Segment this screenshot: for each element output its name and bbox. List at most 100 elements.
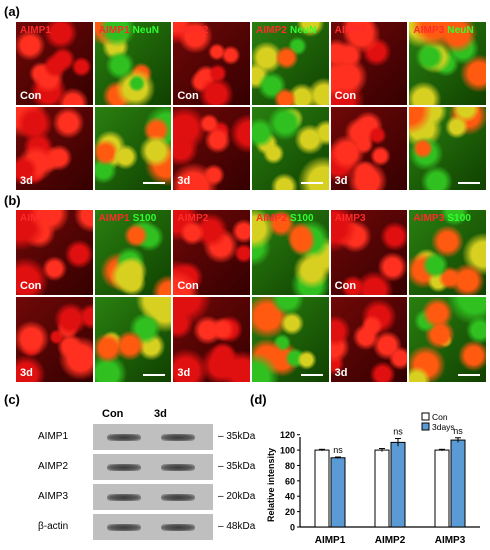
channel-label: AIMP2 NeuN <box>256 25 316 36</box>
y-tick-label: 40 <box>285 492 295 502</box>
blot-band <box>107 464 141 471</box>
panel-a-micrograph-aimp1-merge-con: AIMP1 NeuN <box>94 22 172 105</box>
blot-band <box>161 524 195 531</box>
channel-label: AIMP1 <box>20 25 51 36</box>
bar-3days-aimp1 <box>330 457 346 528</box>
condition-label: Con <box>177 90 199 102</box>
blot-band <box>161 494 195 501</box>
y-axis-label: Relative intensity <box>266 448 276 522</box>
panel-b-micrograph-aimp3-merge-3d <box>409 297 486 382</box>
channel-label: AIMP1 <box>20 213 51 224</box>
panel-label-b: (b) <box>4 193 21 208</box>
condition-label: 3d <box>177 367 191 379</box>
legend-swatch <box>421 422 430 431</box>
blot-band <box>107 494 141 501</box>
panel-a-micrograph-aimp3-single-con: AIMP3 Con <box>330 22 408 105</box>
blot-band <box>161 464 195 471</box>
marker-dash: – <box>218 491 227 502</box>
legend-label: 3days <box>432 422 455 432</box>
y-tick-label: 0 <box>290 523 295 533</box>
panel-b-micrograph-grid: AIMP1 Con AIMP1 S100 AIMP2 Con AIMP2 S100 AIMP… <box>16 210 486 382</box>
legend-label: Con <box>432 412 448 422</box>
western-blot-panel: Con 3d AIMP1 – 35kDa AIMP2 – 35kDa AIMP3 – 20… <box>38 408 255 548</box>
panel-b-micrograph-aimp2-single-3d: 3d <box>173 297 250 382</box>
channel-label: AIMP1 S100 <box>99 213 157 224</box>
relative-intensity-bar-chart: 0 20 40 60 80 100 120 Relative intensity ns AIMP1… <box>266 412 480 546</box>
y-tick-label: 60 <box>285 476 295 486</box>
blot-row: AIMP2 – 35kDa <box>38 454 255 480</box>
panel-a-micrograph-aimp2-merge-con: AIMP2 NeuN <box>251 22 329 105</box>
blot-strip <box>93 424 213 450</box>
panel-label-c: (c) <box>4 392 20 407</box>
marker-dash: – <box>218 461 227 472</box>
marker-size: 20kDa <box>226 491 256 502</box>
scale-bar <box>143 182 166 184</box>
significance-label: ns <box>333 445 343 455</box>
blot-protein-label: AIMP3 <box>38 491 69 502</box>
channel-label: AIMP2 <box>177 213 208 224</box>
blot-band <box>161 434 195 441</box>
molecular-weight-marker: – 48kDa <box>218 521 255 532</box>
panel-a-micrograph-aimp2-single-3d: 3d <box>173 107 250 190</box>
marker-label: AIMP1 <box>98 213 130 224</box>
condition-label: Con <box>20 90 42 102</box>
panel-b-micrograph-aimp2-merge-3d <box>251 297 329 382</box>
marker-label: AIMP2 <box>177 25 209 36</box>
panel-b-micrograph-aimp2-single-con: AIMP2 Con <box>173 210 250 295</box>
blot-protein-label: β-actin <box>38 521 69 532</box>
channel-label: AIMP3 <box>335 213 366 224</box>
blot-strip <box>93 454 213 480</box>
channel-label: AIMP3 NeuN <box>413 25 473 36</box>
panel-b-micrograph-aimp1-single-con: AIMP1 Con <box>16 210 93 295</box>
panel-a-micrograph-aimp3-merge-con: AIMP3 NeuN <box>409 22 486 105</box>
blot-protein-label: AIMP1 <box>38 431 69 442</box>
panel-b-micrograph-aimp3-merge-con: AIMP3 S100 <box>409 210 486 295</box>
panel-label-d: (d) <box>250 392 267 407</box>
blot-band <box>107 524 141 531</box>
significance-label: ns <box>393 427 403 437</box>
condition-label: Con <box>177 280 199 292</box>
channel-label: AIMP2 S100 <box>256 213 314 224</box>
x-category-label: AIMP1 <box>315 535 346 546</box>
panel-a-micrograph-aimp1-single-3d: 3d <box>16 107 93 190</box>
significance-label: ns <box>453 426 463 436</box>
condition-label: Con <box>334 280 357 292</box>
panel-b-micrograph-aimp1-merge-3d <box>94 297 172 382</box>
panel-a-micrograph-aimp1-single-con: AIMP1 Con <box>16 22 93 105</box>
marker-label: AIMP2 <box>255 213 288 224</box>
condition-label: Con <box>334 90 357 102</box>
channel-label: AIMP3 <box>335 25 366 36</box>
colabel-label: S100 <box>447 213 472 224</box>
blot-column-con: Con <box>102 408 124 420</box>
colabel-label: NeuN <box>447 25 474 36</box>
marker-size: 35kDa <box>226 461 256 472</box>
scale-bar <box>143 374 166 376</box>
panel-a-micrograph-aimp3-single-3d: 3d <box>330 107 408 190</box>
bar-con-aimp1 <box>314 449 330 528</box>
panel-b-micrograph-aimp3-single-con: AIMP3 Con <box>330 210 408 295</box>
panel-label-a: (a) <box>4 4 20 19</box>
blot-band <box>107 434 141 441</box>
blot-protein-label: AIMP2 <box>38 461 69 472</box>
marker-label: AIMP3 <box>334 25 366 36</box>
marker-label: AIMP3 <box>334 213 366 224</box>
marker-label: AIMP2 <box>177 213 209 224</box>
colabel-label: NeuN <box>289 25 317 36</box>
panel-a-micrograph-aimp3-merge-3d <box>409 107 486 190</box>
y-tick-label: 20 <box>285 507 295 517</box>
condition-label: 3d <box>334 367 348 379</box>
x-category-label: AIMP2 <box>375 535 406 546</box>
molecular-weight-marker: – 20kDa <box>218 491 255 502</box>
blot-row: β-actin – 48kDa <box>38 514 255 540</box>
channel-label: AIMP3 S100 <box>413 213 471 224</box>
marker-label: AIMP1 <box>20 213 52 224</box>
condition-label: 3d <box>20 175 33 187</box>
condition-label: 3d <box>177 175 191 187</box>
panel-a-micrograph-aimp2-merge-3d <box>251 107 329 190</box>
legend-swatch <box>421 412 430 421</box>
marker-label: AIMP3 <box>413 25 445 36</box>
panel-b-micrograph-aimp1-merge-con: AIMP1 S100 <box>94 210 172 295</box>
blot-strip <box>93 514 213 540</box>
scale-bar <box>300 374 323 376</box>
panel-b-micrograph-aimp1-single-3d: 3d <box>16 297 93 382</box>
